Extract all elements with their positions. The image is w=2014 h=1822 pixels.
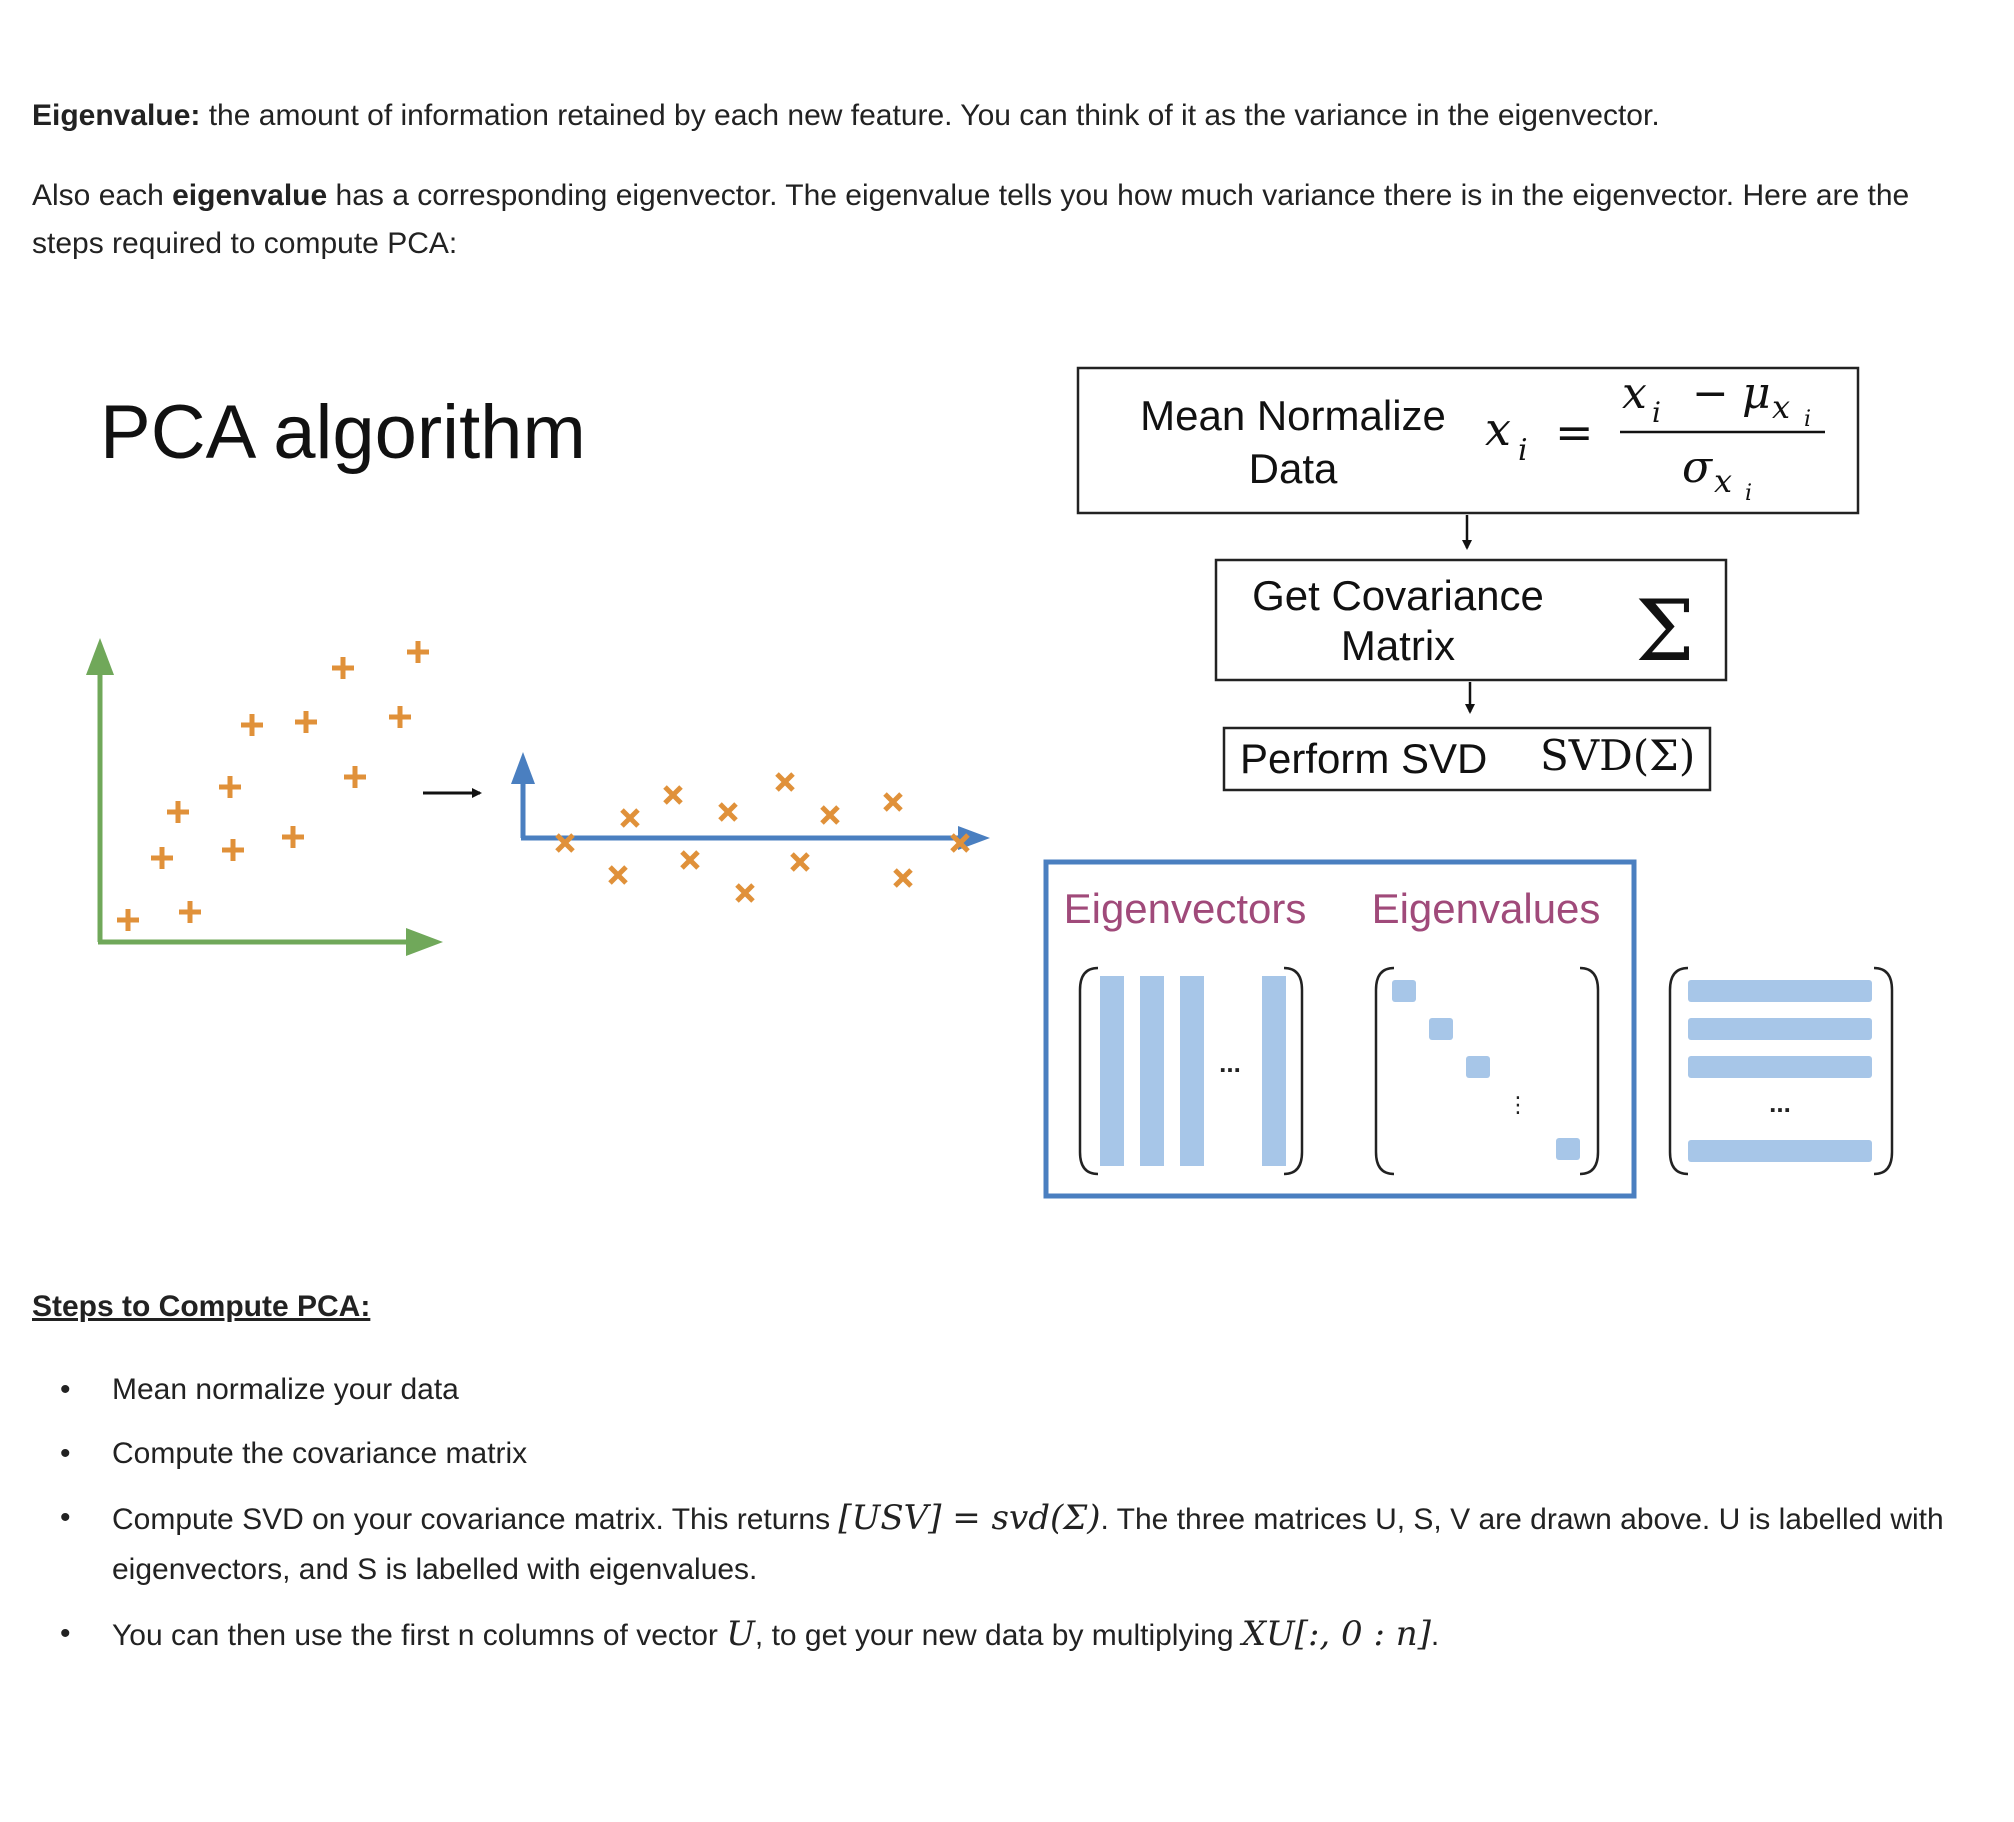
x-marker [893,868,913,888]
eigenvalue-explanation: Also each eigenvalue has a corresponding… [32,172,1962,268]
step1-label-line2: Data [1249,445,1338,492]
step1-num-mu: μ [1742,368,1771,419]
step1-den-i: i [1745,481,1752,506]
x-marker [820,805,840,825]
plus-marker [282,826,304,848]
x-marker [775,772,795,792]
step3-label: Perform SVD [1240,735,1487,782]
u-matrix-ellipsis: ... [1219,1048,1241,1078]
usv-frame [1043,859,1637,1199]
projection-formula: XU[:, 0 : n] [1241,1614,1431,1654]
steps-heading: Steps to Compute PCA: [32,1290,371,1323]
x-marker [555,833,575,853]
step1-den-x: x [1714,462,1732,500]
x-marker [718,802,738,822]
v-matrix-ellipsis: ... [1769,1088,1791,1118]
step1-num-minus: − [1692,368,1729,419]
original-data-axes [86,638,443,956]
step1-lhs-sub: i [1518,433,1528,468]
v-matrix: ... [1668,966,1894,1176]
plus-marker [344,766,366,788]
explanation-bold-term: eigenvalue [172,179,328,212]
eigenvalue-definition: Eigenvalue: the amount of information re… [32,92,1962,140]
sigma-symbol: Σ [1635,582,1694,680]
plus-marker [389,706,411,728]
plus-marker [167,801,189,823]
s-matrix: ⋮ [1374,966,1600,1176]
step1-num-x: x [1622,368,1647,419]
plus-marker [117,909,139,931]
plus-marker [332,657,354,679]
step-item-2: Compute the covariance matrix [112,1437,528,1470]
projected-data-axes [511,752,990,850]
step2-label-line2: Matrix [1341,622,1455,669]
list-item: You can then use the first n columns of … [32,1609,1962,1661]
x-marker [790,852,810,872]
list-item: Compute the covariance matrix [32,1429,1962,1479]
step-item-1: Mean normalize your data [112,1373,459,1406]
pca-algorithm-figure: PCA algorithm Mean Normalize Data x i = … [86,366,1894,1199]
step1-num-x-sub: i [1652,396,1661,429]
step3-formula: SVD(Σ) [1540,731,1695,780]
u-matrix: ... [1078,966,1304,1176]
eigenvalues-label: Eigenvalues [1372,885,1601,932]
svd-formula: [USV] = svd(Σ) [838,1498,1101,1538]
steps-list: Mean normalize your data Compute the cov… [32,1365,1962,1675]
step-item-4-pre: You can then use the first n columns of … [112,1619,727,1652]
x-marker [663,785,683,805]
u-symbol: U [726,1614,755,1654]
plus-marker [407,641,429,663]
step-item-4-post: . [1430,1619,1440,1652]
step1-num-mu-x: x [1772,388,1790,426]
eigenvalue-term: Eigenvalue: [32,99,201,132]
projected-data-points [555,772,970,903]
step-mean-normalize: Mean Normalize Data x i = x i − μ x i σ … [1076,366,1860,515]
step1-lhs-x: x [1485,402,1511,456]
explanation-pre: Also each [32,179,173,212]
x-marker [680,850,700,870]
plus-marker [222,839,244,861]
step1-den-sigma: σ [1682,442,1714,493]
plus-marker [219,776,241,798]
figure-title: PCA algorithm [100,390,586,475]
step-item-3-pre: Compute SVD on your covariance matrix. T… [112,1503,839,1536]
x-marker [620,808,640,828]
step1-label-line1: Mean Normalize [1140,392,1446,439]
plus-marker [295,711,317,733]
explanation-post: has a corresponding eigenvector. The eig… [32,179,1910,260]
s-matrix-ellipsis: ⋮ [1507,1093,1529,1118]
step1-num-mu-i: i [1804,407,1811,432]
step-covariance: Get Covariance Matrix Σ [1214,558,1728,682]
step-item-4-mid: , to get your new data by multiplying [754,1619,1242,1652]
step2-label-line1: Get Covariance [1252,572,1544,619]
plus-marker [241,714,263,736]
list-item: Compute SVD on your covariance matrix. T… [32,1493,1962,1595]
x-marker [950,833,970,853]
x-marker [735,883,755,903]
x-marker [608,865,628,885]
eigenvectors-label: Eigenvectors [1064,885,1307,932]
plus-marker [179,901,201,923]
step-item-3-post: . The three matrices U, S, V are drawn a… [112,1503,1944,1586]
x-marker [883,792,903,812]
eigenvalue-definition-text: the amount of information retained by ea… [200,99,1660,132]
step-svd: Perform SVD SVD(Σ) [1222,726,1712,792]
step1-equals: = [1555,405,1594,459]
original-data-points [117,641,429,931]
list-item: Mean normalize your data [32,1365,1962,1415]
plus-marker [151,847,173,869]
